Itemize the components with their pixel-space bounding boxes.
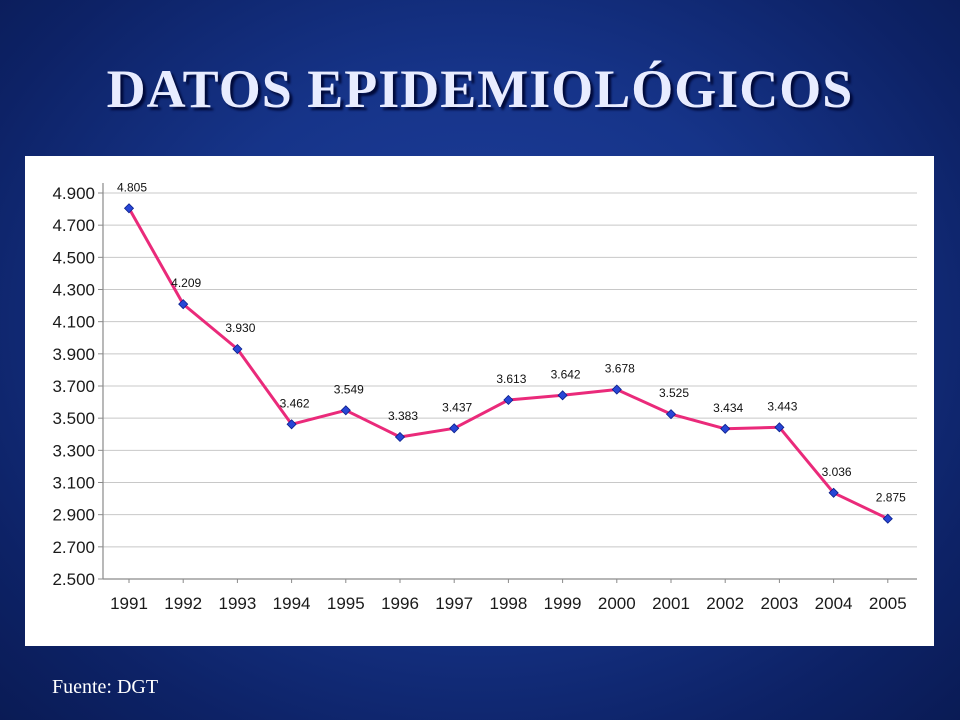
y-tick-label: 3.900	[52, 345, 95, 364]
x-tick-label: 1997	[435, 594, 473, 613]
data-label: 3.443	[767, 399, 797, 413]
data-label: 3.434	[713, 401, 743, 415]
x-tick-label: 1996	[381, 594, 419, 613]
x-tick-label: 1992	[164, 594, 202, 613]
data-point-marker	[232, 343, 243, 355]
x-tick-label: 1999	[544, 594, 582, 613]
data-point-marker	[557, 390, 568, 401]
y-tick-label: 4.100	[52, 313, 95, 332]
data-label: 4.805	[117, 180, 147, 194]
series-line	[127, 207, 889, 521]
data-point-marker	[123, 203, 135, 214]
x-tick-label: 2000	[598, 594, 636, 613]
data-label: 3.036	[822, 465, 852, 479]
slide-title: DATOS EPIDEMIOLÓGICOS	[106, 59, 854, 119]
y-tick-label: 2.900	[52, 506, 95, 525]
data-point-marker	[720, 423, 731, 434]
x-tick-label: 1991	[110, 594, 148, 613]
data-point-marker	[340, 405, 351, 416]
data-label: 3.462	[280, 396, 310, 410]
data-point-marker	[503, 394, 514, 406]
x-tick-label: 2002	[706, 594, 744, 613]
data-label: 3.549	[334, 382, 364, 396]
data-label: 2.875	[876, 491, 906, 505]
y-tick-label: 3.100	[52, 474, 95, 493]
y-tick-label: 4.900	[52, 184, 95, 203]
y-tick-label: 3.300	[52, 441, 95, 460]
data-point-marker	[178, 299, 189, 310]
data-label: 3.642	[551, 367, 581, 381]
data-point-marker	[394, 431, 406, 443]
data-point-marker	[286, 419, 297, 430]
data-point-marker	[665, 409, 677, 420]
data-label: 3.525	[659, 386, 689, 400]
x-tick-label: 1995	[327, 594, 365, 613]
data-label: 4.209	[171, 276, 201, 290]
x-tick-label: 1994	[273, 594, 311, 613]
data-point-marker	[828, 487, 839, 498]
data-point-marker	[611, 384, 622, 395]
data-label: 3.383	[388, 409, 418, 423]
y-tick-label: 4.300	[52, 281, 95, 300]
data-label: 3.613	[496, 372, 526, 386]
data-point-marker	[882, 513, 893, 524]
x-tick-label: 2005	[869, 594, 907, 613]
data-point-marker	[449, 423, 460, 434]
y-tick-label: 2.500	[52, 570, 95, 589]
source-note: Fuente: DGT	[52, 676, 159, 698]
x-tick-label: 1993	[218, 594, 256, 613]
x-tick-label: 2003	[760, 594, 798, 613]
chart-panel: 2.500 2.700 2.900 3.100 3.300 3.500 3.700 3.900…	[25, 156, 934, 646]
data-point-marker	[774, 422, 785, 433]
x-tick-label: 1998	[489, 594, 527, 613]
data-label: 3.930	[225, 321, 255, 335]
data-label: 3.678	[605, 362, 635, 376]
y-tick-label: 4.700	[52, 216, 95, 235]
line-chart: 2.500 2.700 2.900 3.100 3.300 3.500 3.700 3.900…	[52, 180, 917, 613]
x-tick-label: 2004	[815, 594, 853, 613]
y-tick-label: 4.500	[52, 248, 95, 267]
x-tick-label: 2001	[652, 594, 690, 613]
y-tick-label: 3.500	[52, 409, 95, 428]
y-tick-label: 3.700	[52, 377, 95, 396]
y-tick-label: 2.700	[52, 538, 95, 557]
data-label: 3.437	[442, 400, 472, 414]
